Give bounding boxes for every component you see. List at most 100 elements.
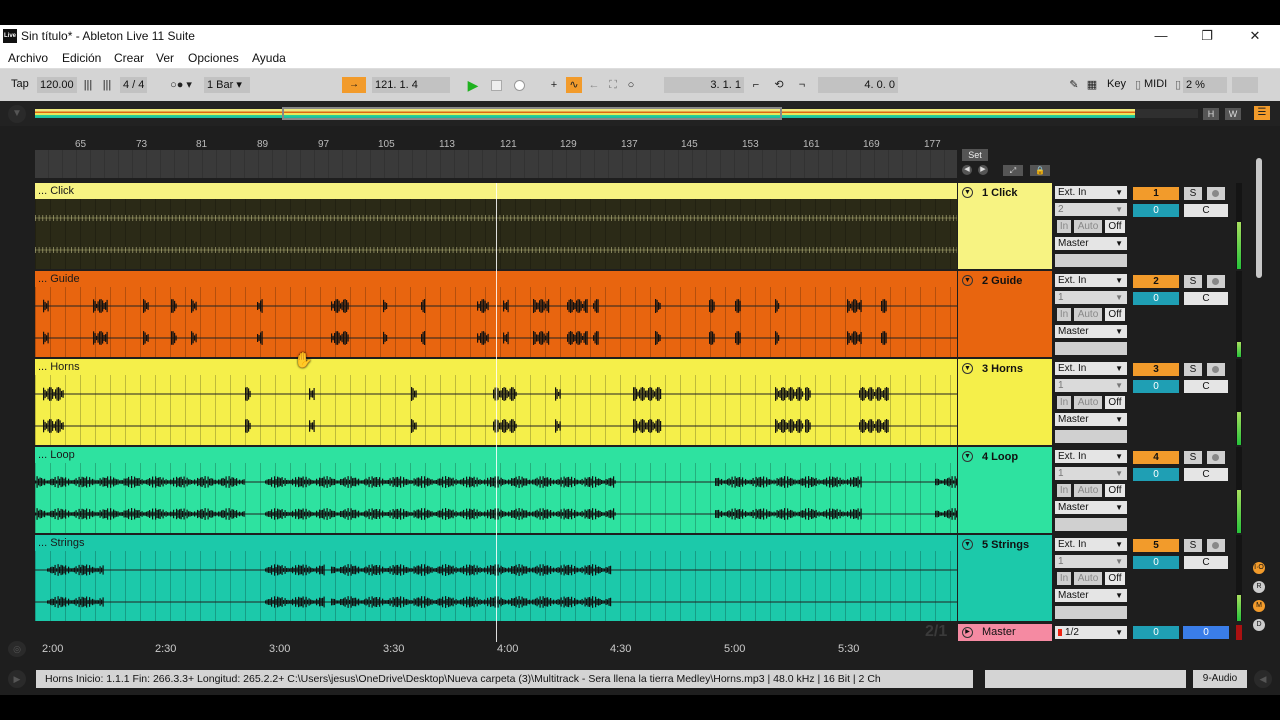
input-channel-dropdown[interactable]: 1 ▼ [1055, 555, 1127, 568]
detail-view-toggle-icon[interactable]: ◀ [1254, 670, 1272, 688]
track-volume[interactable]: 0 [1133, 292, 1179, 305]
output-channel-dropdown[interactable] [1055, 430, 1127, 443]
monitor-in-button[interactable]: In [1057, 396, 1071, 409]
monitor-auto-button[interactable]: Auto [1074, 396, 1102, 409]
browser-toggle-icon[interactable]: ▼ [8, 105, 26, 123]
track-fold-icon[interactable]: ▼ [962, 451, 973, 462]
solo-button[interactable]: S [1184, 451, 1202, 464]
capture-icon[interactable]: ⛶ [609, 79, 617, 91]
solo-button[interactable]: S [1184, 187, 1202, 200]
next-locator-icon[interactable]: ▶ [978, 165, 988, 175]
output-channel-dropdown[interactable] [1055, 518, 1127, 531]
monitor-auto-button[interactable]: Auto [1074, 220, 1102, 233]
overview-visible-region[interactable] [282, 107, 782, 120]
output-dropdown[interactable]: Master ▼ [1055, 589, 1127, 602]
minimize-button[interactable]: — [1154, 28, 1168, 43]
track-volume[interactable]: 0 [1133, 556, 1179, 569]
track-pan[interactable]: C [1184, 380, 1228, 393]
close-button[interactable]: ✕ [1249, 28, 1261, 43]
output-dropdown[interactable]: Master ▼ [1055, 325, 1127, 338]
track-fold-icon[interactable]: ▼ [962, 187, 973, 198]
menu-edicion[interactable]: Edición [62, 51, 102, 65]
master-volume[interactable]: 0 [1133, 626, 1179, 639]
monitor-off-button[interactable]: Off [1105, 220, 1125, 233]
maximize-button[interactable]: ❐ [1201, 28, 1213, 43]
time-ruler[interactable]: 2:00 2:30 3:00 3:30 4:00 4:30 5:00 5:30 [35, 642, 957, 656]
output-dropdown[interactable]: Master ▼ [1055, 237, 1127, 250]
monitor-in-button[interactable]: In [1057, 308, 1071, 321]
track-header[interactable]: ▼ 2 Guide [958, 271, 1052, 357]
monitor-auto-button[interactable]: Auto [1074, 308, 1102, 321]
track-header[interactable]: ▼ 3 Horns [958, 359, 1052, 445]
input-type-dropdown[interactable]: Ext. In ▼ [1055, 186, 1127, 199]
monitor-off-button[interactable]: Off [1105, 572, 1125, 585]
output-dropdown[interactable]: Master ▼ [1055, 501, 1127, 514]
record-icon[interactable] [511, 77, 527, 93]
master-output-dropdown[interactable]: 1/2 ▼ [1055, 626, 1127, 639]
menu-crear[interactable]: Crear [114, 51, 145, 65]
track-activator-button[interactable]: 4 [1133, 451, 1179, 464]
arm-record-button[interactable] [1207, 363, 1225, 376]
menu-archivo[interactable]: Archivo [8, 51, 49, 65]
follow-button[interactable]: → [342, 77, 366, 93]
monitor-off-button[interactable]: Off [1105, 484, 1125, 497]
input-channel-dropdown[interactable]: 1 ▼ [1055, 379, 1127, 392]
input-channel-dropdown[interactable]: 2 ▼ [1055, 203, 1127, 216]
track-activator-button[interactable]: 3 [1133, 363, 1179, 376]
tap-tempo-button[interactable]: Tap [11, 78, 29, 90]
loop-start-field[interactable]: 3. 1. 1 [664, 77, 744, 93]
loop-length-field[interactable]: 4. 0. 0 [818, 77, 898, 93]
track-volume[interactable]: 0 [1133, 380, 1179, 393]
groove-pool-icon[interactable]: ◎ [8, 641, 26, 657]
returns-toggle-button[interactable]: R [1253, 581, 1265, 593]
output-channel-dropdown[interactable] [1055, 254, 1127, 267]
output-channel-dropdown[interactable] [1055, 606, 1127, 619]
track-volume[interactable]: 0 [1133, 468, 1179, 481]
key-map-button[interactable]: Key [1107, 78, 1126, 90]
loop-switch-icon[interactable]: ⟲ [774, 79, 784, 91]
track-pan[interactable]: C [1184, 556, 1228, 569]
quantize-dropdown[interactable]: 1 Bar ▾ [204, 77, 250, 93]
info-view-toggle-icon[interactable]: ▶ [8, 670, 26, 688]
menu-ayuda[interactable]: Ayuda [252, 51, 286, 65]
metronome-icon[interactable]: ○● ▾ [170, 79, 192, 91]
solo-button[interactable]: S [1184, 275, 1202, 288]
monitor-in-button[interactable]: In [1057, 220, 1071, 233]
session-record-icon[interactable]: ○ [627, 79, 635, 91]
song-position-field[interactable]: 121. 1. 4 [372, 77, 450, 93]
master-track[interactable]: ▶ Master 1/2 ▼ 0 0 [958, 624, 1258, 642]
overdub-icon[interactable]: + [550, 79, 558, 91]
stop-icon[interactable] [488, 77, 504, 93]
time-signature-field[interactable]: 4 / 4 [120, 77, 148, 93]
arm-record-button[interactable] [1207, 539, 1225, 552]
input-type-dropdown[interactable]: Ext. In ▼ [1055, 450, 1127, 463]
input-channel-dropdown[interactable]: 1 ▼ [1055, 291, 1127, 304]
output-dropdown[interactable]: Master ▼ [1055, 413, 1127, 426]
arrangement-overview[interactable]: ▼ H W ☰ [0, 101, 1280, 126]
back-to-arrangement-icon[interactable]: ← [588, 79, 600, 91]
set-locator-button[interactable]: Set [962, 149, 988, 161]
punch-in-icon[interactable]: ⌐ [752, 79, 760, 91]
arm-record-button[interactable] [1207, 451, 1225, 464]
optimize-height-button[interactable]: H [1203, 108, 1219, 120]
track-volume[interactable]: 0 [1133, 204, 1179, 217]
menu-opciones[interactable]: Opciones [188, 51, 239, 65]
loop-brace-strip[interactable] [35, 150, 957, 178]
menu-lines-icon[interactable]: ☰ [1254, 106, 1270, 120]
track-activator-button[interactable]: 2 [1133, 275, 1179, 288]
master-cue-volume[interactable]: 0 [1183, 626, 1229, 639]
play-icon[interactable]: ▶ [467, 77, 479, 93]
track-activator-button[interactable]: 1 [1133, 187, 1179, 200]
track-header[interactable]: ▼ 4 Loop [958, 447, 1052, 533]
track-pan[interactable]: C [1184, 468, 1228, 481]
tempo-field[interactable]: 120.00 [37, 77, 77, 93]
punch-out-icon[interactable]: ¬ [798, 79, 806, 91]
expand-icon[interactable]: ⤢ [1003, 165, 1023, 176]
optimize-width-button[interactable]: W [1225, 108, 1241, 120]
track-header[interactable]: ▼ 1 Click [958, 183, 1052, 269]
master-track-header[interactable]: ▶ Master [958, 624, 1052, 641]
bar-ruler[interactable]: 65 73 81 89 97 105 113 121 129 137 145 1… [35, 137, 957, 151]
input-type-dropdown[interactable]: Ext. In ▼ [1055, 538, 1127, 551]
master-fold-icon[interactable]: ▶ [962, 627, 973, 638]
solo-button[interactable]: S [1184, 363, 1202, 376]
